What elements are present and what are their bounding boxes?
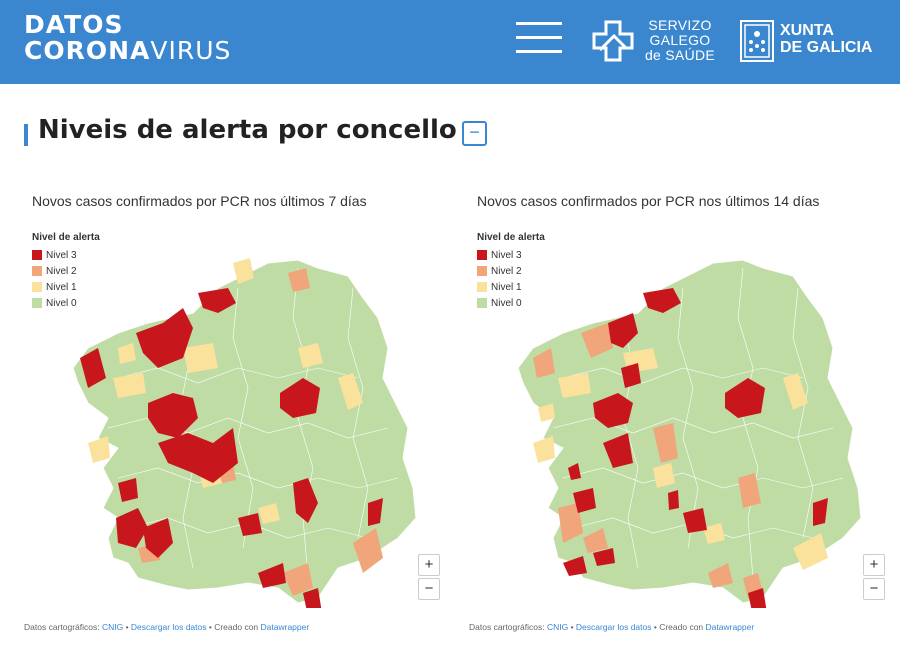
legend-item-nivel0: Nivel 0: [32, 295, 100, 311]
credit-sep: •: [123, 622, 131, 632]
legend-item-nivel1: Nivel 1: [477, 279, 545, 295]
legend-label: Nivel 1: [46, 281, 77, 293]
brand-line1: DATOS: [24, 10, 124, 39]
legend-label: Nivel 0: [46, 297, 77, 309]
legend-swatch: [32, 282, 42, 292]
sgs-line1: SERVIZO: [648, 17, 712, 33]
cnig-link[interactable]: CNIG: [546, 622, 569, 632]
map-legend: Nivel de alerta Nivel 3 Nivel 2 Nivel 1 …: [32, 232, 100, 311]
xunta-shield-icon: [740, 20, 774, 62]
zoom-out-button[interactable]: −: [418, 578, 440, 600]
section-title: Niveis de alerta por concello: [38, 115, 457, 145]
hamburger-menu-icon[interactable]: [516, 22, 564, 56]
map-panel-7-days: Novos casos confirmados por PCR nos últi…: [18, 188, 458, 638]
legend-swatch: [477, 282, 487, 292]
legend-swatch: [477, 250, 487, 260]
xunta-line2: DE GALICIA: [780, 39, 873, 56]
map-credit: Datos cartográficos: CNIG • Descargar lo…: [24, 622, 309, 632]
cnig-link[interactable]: CNIG: [101, 622, 124, 632]
nivel3-areas: [563, 288, 828, 608]
choropleth-map-7-days[interactable]: [18, 218, 458, 608]
legend-item-nivel3: Nivel 3: [32, 247, 100, 263]
datawrapper-link[interactable]: Datawrapper: [260, 622, 310, 632]
top-header: DATOS CORONAVIRUS SERVIZO GALEGO de SAÚD…: [0, 0, 900, 84]
legend-swatch: [32, 250, 42, 260]
credit-sep: • Creado con: [651, 622, 706, 632]
legend-item-nivel1: Nivel 1: [32, 279, 100, 295]
map-title: Novos casos confirmados por PCR nos últi…: [477, 193, 820, 209]
map-legend: Nivel de alerta Nivel 3 Nivel 2 Nivel 1 …: [477, 232, 545, 311]
legend-label: Nivel 1: [491, 281, 522, 293]
legend-swatch: [32, 266, 42, 276]
brand-line2: CORONAVIRUS: [24, 38, 231, 64]
map-credit: Datos cartográficos: CNIG • Descargar lo…: [469, 622, 754, 632]
credit-sep: • Creado con: [206, 622, 261, 632]
brand-light: VIRUS: [150, 36, 232, 65]
legend-title: Nivel de alerta: [32, 232, 100, 243]
legend-item-nivel2: Nivel 2: [32, 263, 100, 279]
legend-swatch: [477, 298, 487, 308]
datos-coronavirus-logo[interactable]: DATOS CORONAVIRUS: [24, 12, 231, 64]
legend-item-nivel0: Nivel 0: [477, 295, 545, 311]
legend-label: Nivel 3: [46, 249, 77, 261]
download-data-link[interactable]: Descargar los datos: [575, 622, 652, 632]
nivel3-areas: [80, 288, 383, 608]
legend-title: Nivel de alerta: [477, 232, 545, 243]
nivel1-areas: [533, 348, 828, 570]
legend-label: Nivel 0: [491, 297, 522, 309]
legend-item-nivel2: Nivel 2: [477, 263, 545, 279]
legend-swatch: [32, 298, 42, 308]
xunta-text: XUNTA DE GALICIA: [780, 22, 890, 56]
datawrapper-link[interactable]: Datawrapper: [705, 622, 755, 632]
legend-label: Nivel 2: [46, 265, 77, 277]
brand-bold: CORONA: [24, 36, 151, 65]
section-accent-bar: [24, 124, 28, 146]
zoom-in-button[interactable]: +: [418, 554, 440, 576]
zoom-out-button[interactable]: −: [863, 578, 885, 600]
credit-prefix: Datos cartográficos:: [469, 622, 547, 632]
collapse-button[interactable]: −: [462, 121, 487, 146]
legend-swatch: [477, 266, 487, 276]
sgs-line2: GALEGO: [649, 32, 711, 48]
map-title: Novos casos confirmados por PCR nos últi…: [32, 193, 367, 209]
legend-label: Nivel 2: [491, 265, 522, 277]
credit-prefix: Datos cartográficos:: [24, 622, 102, 632]
legend-item-nivel3: Nivel 3: [477, 247, 545, 263]
legend-label: Nivel 3: [491, 249, 522, 261]
choropleth-map-14-days[interactable]: [463, 218, 900, 608]
download-data-link[interactable]: Descargar los datos: [130, 622, 207, 632]
sgs-cross-icon: [592, 20, 634, 62]
nivel2-areas: [138, 268, 383, 596]
map-panel-14-days: Novos casos confirmados por PCR nos últi…: [463, 188, 900, 638]
xunta-line1: XUNTA: [780, 22, 834, 39]
zoom-in-button[interactable]: +: [863, 554, 885, 576]
nivel2-areas: [533, 323, 763, 598]
credit-sep: •: [568, 622, 576, 632]
sgs-text: SERVIZO GALEGO de SAÚDE: [640, 18, 720, 63]
sgs-line3: de SAÚDE: [644, 47, 716, 63]
